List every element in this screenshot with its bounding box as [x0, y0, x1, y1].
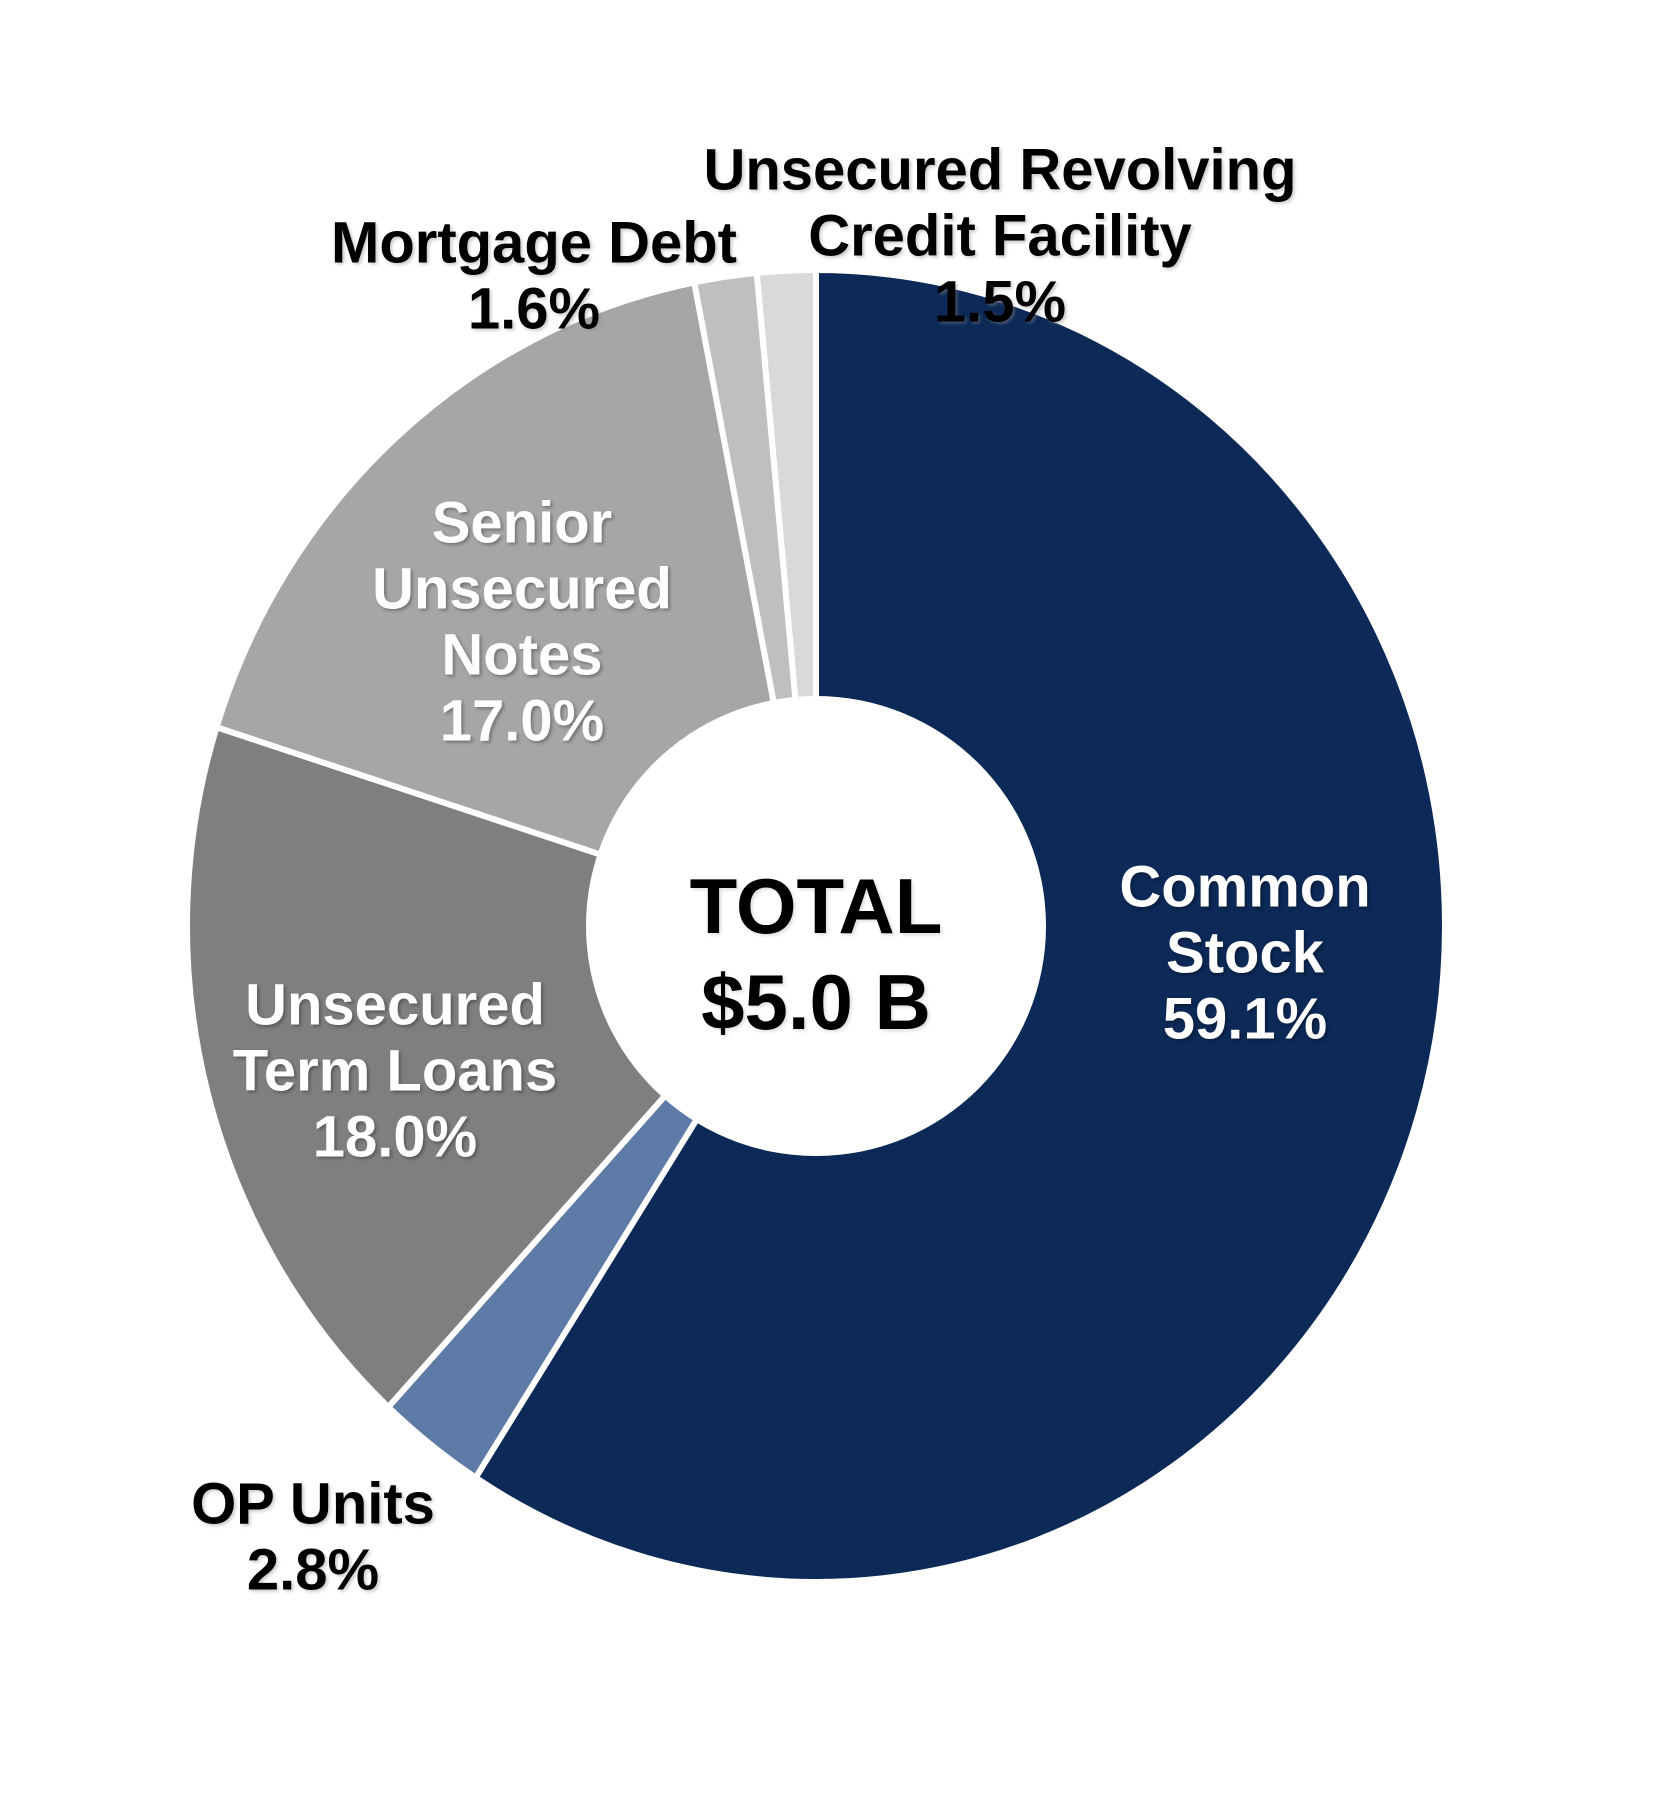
- slice-label-mortgage-debt: Mortgage Debt 1.6%: [331, 211, 737, 342]
- center-total-value: $5.0 B: [701, 958, 931, 1046]
- slice-label-senior-unsecured-notes: Senior Unsecured Notes 17.0%: [372, 491, 672, 754]
- donut-hole: [586, 696, 1046, 1156]
- slice-label-op-units: OP Units 2.8%: [191, 1472, 435, 1603]
- slice-label-unsecured-term-loans: Unsecured Term Loans 18.0%: [233, 973, 557, 1170]
- slice-label-common-stock: Common Stock 59.1%: [1119, 855, 1370, 1052]
- center-total-label: TOTAL$5.0 B: [690, 862, 943, 1046]
- slice-label-unsecured-revolving-credit-facility: Unsecured Revolving Credit Facility 1.5%: [703, 138, 1296, 335]
- slice-labels: Common Stock 59.1% OP Units 2.8% Unsecured Ter…: [191, 138, 1371, 1603]
- center-total-title: TOTAL: [690, 862, 943, 950]
